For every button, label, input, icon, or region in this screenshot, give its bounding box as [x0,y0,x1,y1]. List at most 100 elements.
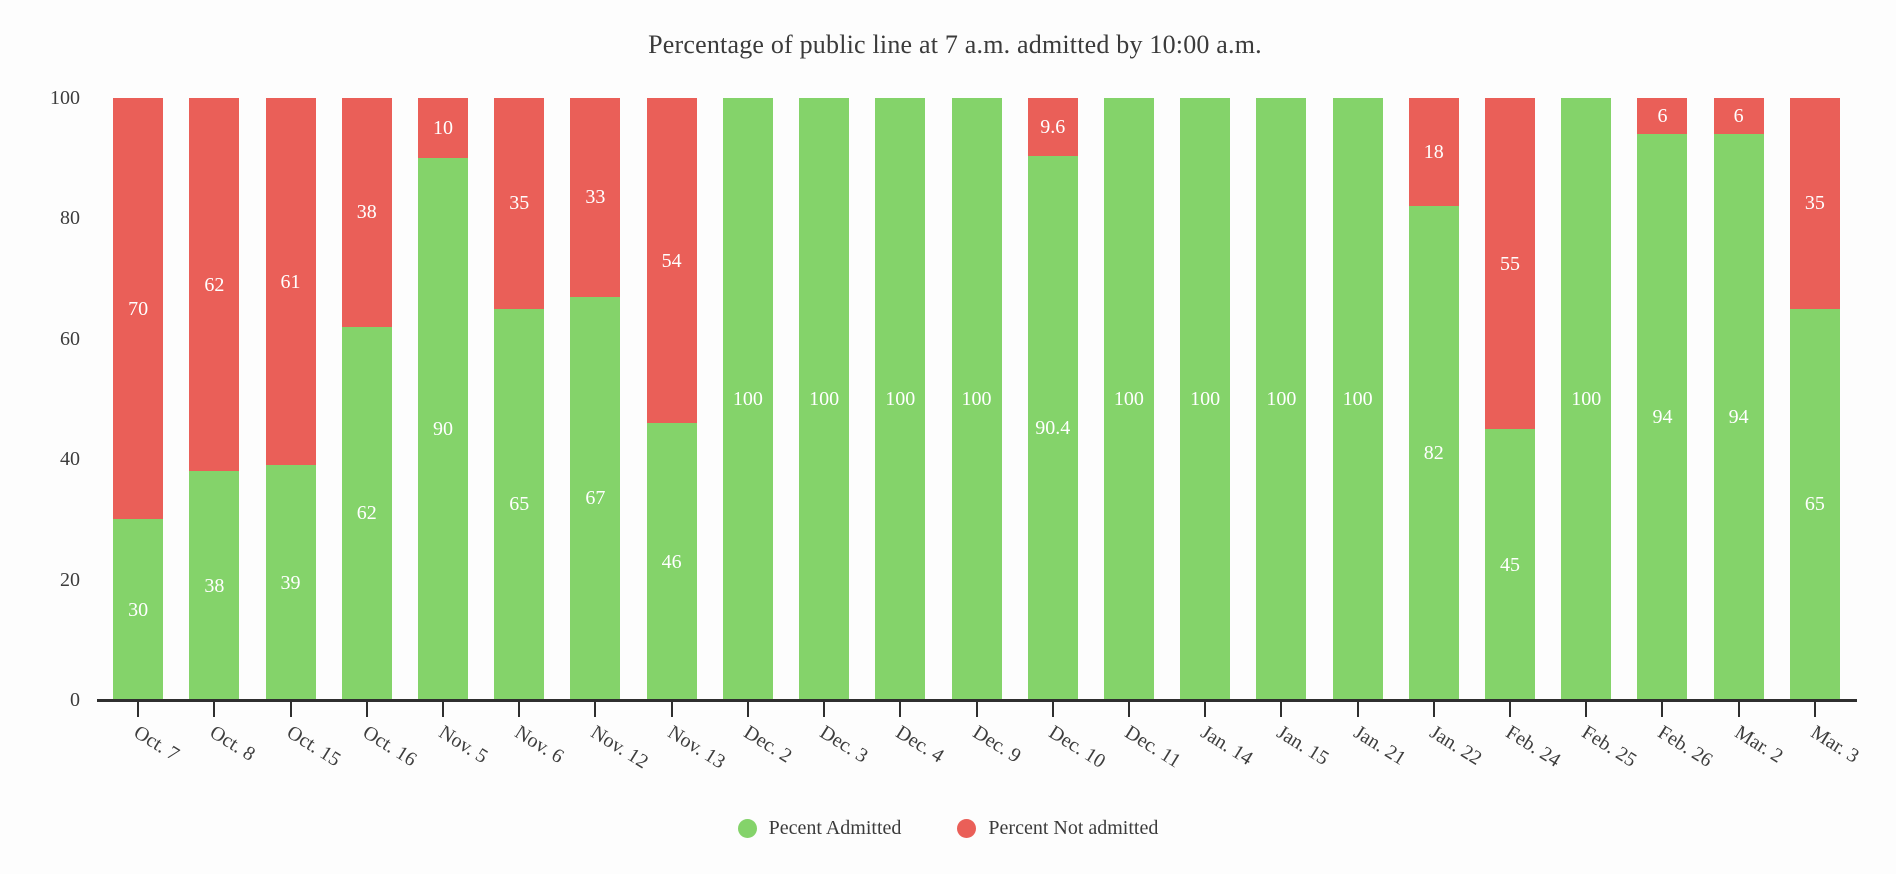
bar-segment-admitted[interactable]: 38 [189,471,240,700]
x-tick-label: Oct. 15 [282,721,345,772]
bar-segment-admitted[interactable]: 100 [1180,98,1231,700]
bar-value-label: 100 [732,388,763,410]
x-tick-mark [1661,701,1664,717]
x-tick-label: Dec. 10 [1044,721,1109,773]
bar-value-label: 55 [1500,252,1521,275]
x-tick-label: Mar. 3 [1806,721,1863,768]
x-tick-label: Jan. 21 [1349,721,1410,770]
bar-segment-admitted[interactable]: 45 [1485,429,1536,700]
bar-value-label: 94 [1728,406,1749,429]
bar-segment-admitted[interactable]: 100 [1561,98,1612,700]
x-tick-mark [1356,701,1359,717]
bar-segment-admitted[interactable]: 100 [1256,98,1307,700]
bar-segment-not-admitted[interactable]: 6 [1637,98,1688,135]
legend-label-not-admitted: Percent Not admitted [988,817,1159,839]
x-tick-label: Nov. 5 [434,721,492,768]
bar-value-label: 39 [280,571,301,594]
x-tick-mark [1432,701,1435,717]
bar-value-label: 46 [661,550,682,573]
bar-value-label: 35 [1804,192,1825,215]
legend-item-not-admitted[interactable]: Percent Not admitted [957,817,1158,840]
bar-value-label: 35 [509,192,530,215]
x-tick-label: Dec. 11 [1120,721,1185,773]
bar-segment-admitted[interactable]: 67 [570,296,621,700]
bar-value-label: 6 [1657,105,1668,128]
x-tick-label: Feb. 25 [1578,721,1641,772]
bar-segment-not-admitted[interactable]: 70 [113,98,164,520]
bar-segment-admitted[interactable]: 90 [417,158,468,700]
x-tick-mark [1509,701,1512,717]
bar-segment-not-admitted[interactable]: 35 [494,98,545,309]
bar-value-label: 65 [509,493,530,516]
x-tick-mark [1813,701,1816,717]
bar-segment-admitted[interactable]: 65 [494,308,545,700]
y-tick-label: 100 [50,87,80,109]
bar-value-label: 94 [1652,406,1673,429]
x-tick-mark [1204,701,1207,717]
bar-segment-admitted[interactable]: 65 [1789,308,1840,700]
bar-segment-not-admitted[interactable]: 54 [646,98,697,424]
bar-segment-not-admitted[interactable]: 6 [1713,98,1764,135]
bar-value-label: 45 [1500,553,1521,576]
x-tick-label: Dec. 9 [968,721,1025,768]
x-tick-mark [746,701,749,717]
bar-segment-not-admitted[interactable]: 33 [570,98,621,297]
x-tick-mark [823,701,826,717]
bar-value-label: 90.4 [1035,416,1071,439]
chart-title: Percentage of public line at 7 a.m. admi… [648,30,1262,59]
x-tick-mark [441,701,444,717]
bar-segment-admitted[interactable]: 90.4 [1027,155,1078,700]
x-tick-mark [137,701,140,717]
x-tick-mark [670,701,673,717]
bar-segment-not-admitted[interactable]: 62 [189,98,240,472]
legend-item-admitted[interactable]: Pecent Admitted [737,817,901,840]
x-tick-label: Oct. 7 [129,721,184,766]
bar-segment-admitted[interactable]: 82 [1408,206,1459,700]
x-tick-label: Nov. 13 [663,721,729,774]
x-axis-line [97,699,1857,702]
bar-value-label: 100 [1113,388,1144,410]
bar-segment-admitted[interactable]: 100 [951,98,1002,700]
bar-value-label: 100 [1342,388,1373,410]
x-tick-label: Mar. 2 [1730,721,1787,768]
y-tick-label: 40 [60,448,80,471]
x-tick-mark [1585,701,1588,717]
bar-segment-not-admitted[interactable]: 35 [1789,98,1840,309]
x-tick-label: Oct. 16 [358,721,421,772]
bar-segment-admitted[interactable]: 100 [1103,98,1154,700]
x-tick-label: Dec. 3 [815,721,872,768]
bar-value-label: 100 [1266,388,1297,410]
bar-segment-admitted[interactable]: 30 [113,519,164,700]
x-tick-mark [594,701,597,717]
bar-segment-not-admitted[interactable]: 18 [1408,98,1459,207]
bar-value-label: 100 [885,388,916,410]
bar-value-label: 100 [961,388,992,410]
bar-segment-not-admitted[interactable]: 10 [417,98,468,159]
bar-segment-admitted[interactable]: 39 [265,465,316,700]
x-tick-label: Jan. 15 [1273,721,1333,770]
bar-value-label: 38 [204,574,225,597]
bar-segment-not-admitted[interactable]: 55 [1485,98,1536,430]
bar-segment-admitted[interactable]: 100 [1332,98,1383,700]
bar-value-label: 18 [1423,141,1444,164]
bar-value-label: 67 [585,487,606,510]
bar-segment-not-admitted[interactable]: 9.6 [1027,98,1078,156]
x-tick-mark [975,701,978,717]
bar-value-label: 62 [356,502,377,525]
bar-segment-admitted[interactable]: 100 [799,98,850,700]
bar-value-label: 90 [432,418,453,441]
x-tick-label: Feb. 26 [1654,721,1717,772]
bar-segment-admitted[interactable]: 46 [646,423,697,700]
bar-segment-not-admitted[interactable]: 61 [265,98,316,466]
bar-segment-admitted[interactable]: 94 [1637,134,1688,700]
x-tick-label: Nov. 6 [511,721,568,768]
bar-value-label: 61 [280,270,301,293]
x-tick-mark [365,701,368,717]
bar-segment-not-admitted[interactable]: 38 [341,98,392,327]
bar-segment-admitted[interactable]: 100 [722,98,773,700]
bar-value-label: 65 [1804,493,1825,516]
bar-segment-admitted[interactable]: 62 [341,326,392,700]
bar-segment-admitted[interactable]: 94 [1713,134,1764,700]
x-tick-mark [1280,701,1283,717]
bar-segment-admitted[interactable]: 100 [875,98,926,700]
